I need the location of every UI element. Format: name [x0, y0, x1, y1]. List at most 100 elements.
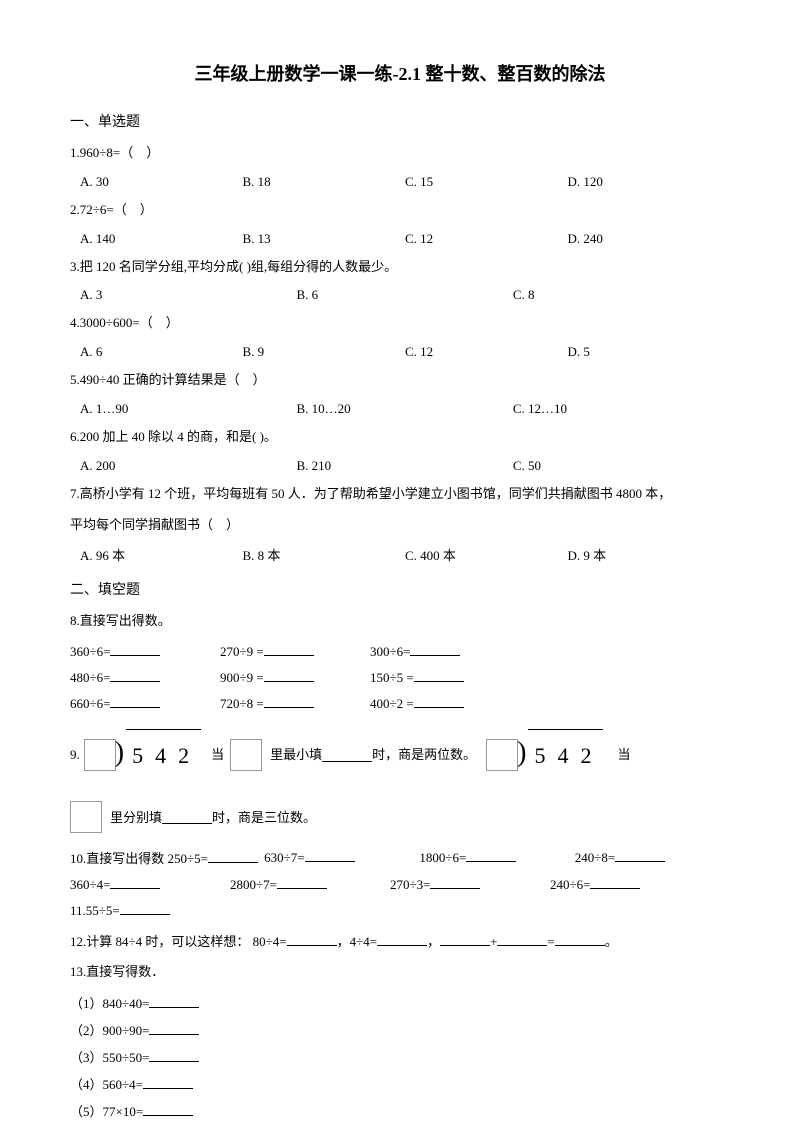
- q12-p4: +: [490, 934, 497, 949]
- q8-item: 660÷6=: [70, 694, 220, 712]
- q13-item-label: （1）840÷40=: [70, 996, 149, 1011]
- blank: [497, 932, 547, 946]
- q10-item-label: 240÷6=: [550, 877, 590, 892]
- q1-opt-a: A. 30: [80, 174, 243, 190]
- q8-item-label: 400÷2 =: [370, 696, 414, 711]
- blank: [264, 694, 314, 708]
- blank: [110, 668, 160, 682]
- q8-item-label: 360÷6=: [70, 644, 110, 659]
- q4-opt-c: C. 12: [405, 344, 568, 360]
- q2-text: 2.72÷6=（ ）: [70, 200, 730, 221]
- q10-row2: 360÷4= 2800÷7= 270÷3= 240÷6=: [70, 875, 730, 893]
- q2-opt-c: C. 12: [405, 231, 568, 247]
- q9-line1: 9. ) 542 当 里最小填 时，商是两位数。 ) 542 当: [70, 724, 730, 786]
- q10-item-label: 270÷3=: [390, 877, 430, 892]
- q10-item: 270÷3=: [390, 875, 550, 893]
- blank: [440, 932, 490, 946]
- blank: [414, 694, 464, 708]
- q9-mid1: 当: [211, 741, 224, 770]
- blank: [277, 875, 327, 889]
- q10-item-label: 2800÷7=: [230, 877, 277, 892]
- q2-opt-b: B. 13: [243, 231, 406, 247]
- q1-options: A. 30 B. 18 C. 15 D. 120: [70, 174, 730, 190]
- q13-item: （4）560÷4=: [70, 1074, 730, 1093]
- q7-opt-b: B. 8 本: [243, 545, 406, 564]
- q6-opt-c: C. 50: [513, 458, 729, 474]
- blank: [143, 1075, 193, 1089]
- q8-item: 300÷6=: [370, 642, 520, 660]
- q3-opt-b: B. 6: [296, 287, 512, 303]
- blank: [149, 994, 199, 1008]
- q5-options: A. 1…90 B. 10…20 C. 12…10: [70, 401, 730, 417]
- blank: [287, 932, 337, 946]
- q4-options: A. 6 B. 9 C. 12 D. 5: [70, 344, 730, 360]
- q8-item: 270÷9 =: [220, 642, 370, 660]
- q13-item: （2）900÷90=: [70, 1020, 730, 1039]
- q12: 12.计算 84÷4 时，可以这样想： 80÷4=，4÷4=，+=。: [70, 932, 730, 953]
- q2-options: A. 140 B. 13 C. 12 D. 240: [70, 231, 730, 247]
- blank: [466, 848, 516, 862]
- division-expr: ) 542: [84, 724, 201, 786]
- q10-item-label: 240÷8=: [575, 850, 615, 865]
- q2-opt-d: D. 240: [568, 231, 731, 247]
- q7-text1: 7.高桥小学有 12 个班，平均每班有 50 人．为了帮助希望小学建立小图书馆，…: [70, 484, 730, 505]
- q10-item-label: 360÷4=: [70, 877, 110, 892]
- q11: 11.55÷5=: [70, 901, 730, 922]
- blank: [110, 642, 160, 656]
- blank: [149, 1021, 199, 1035]
- q8-item-label: 150÷5 =: [370, 670, 414, 685]
- q13-item-label: （4）560÷4=: [70, 1077, 143, 1092]
- blank: [377, 932, 427, 946]
- blank: [264, 668, 314, 682]
- q9-mid3: 时，商是两位数。: [372, 741, 476, 770]
- q8-text: 8.直接写出得数。: [70, 611, 730, 632]
- q9-mid5: 里分别填: [110, 807, 162, 826]
- q1-text: 1.960÷8=（ ）: [70, 143, 730, 164]
- q12-p3: ，: [427, 934, 440, 949]
- q13-text: 13.直接写得数．: [70, 962, 730, 983]
- q3-options: A. 3 B. 6 C. 8: [70, 287, 730, 303]
- blank: [162, 810, 212, 824]
- q7-opt-a: A. 96 本: [80, 545, 243, 564]
- q6-text: 6.200 加上 40 除以 4 的商，和是( )。: [70, 427, 730, 448]
- blank: [410, 642, 460, 656]
- blank: [264, 642, 314, 656]
- blank: [590, 875, 640, 889]
- blank: [120, 901, 170, 915]
- q1-opt-c: C. 15: [405, 174, 568, 190]
- blank: [414, 668, 464, 682]
- divisor-box: [486, 739, 518, 771]
- q6-opt-b: B. 210: [296, 458, 512, 474]
- q12-p2: ，4÷4=: [337, 934, 377, 949]
- q8-item-label: 720÷8 =: [220, 696, 264, 711]
- q10-item: 1800÷6=: [419, 848, 574, 867]
- q8-item-label: 900÷9 =: [220, 670, 264, 685]
- q13-item: （1）840÷40=: [70, 993, 730, 1012]
- q9-mid4: 当: [617, 741, 630, 770]
- divisor-box: [70, 801, 102, 833]
- q10-item-label: 250÷5=: [168, 851, 208, 866]
- blank: [143, 1102, 193, 1116]
- q5-text: 5.490÷40 正确的计算结果是（ ）: [70, 370, 730, 391]
- q9-mid6: 时，商是三位数。: [212, 807, 316, 826]
- q8-item: 900÷9 =: [220, 668, 370, 686]
- q7-text2: 平均每个同学捐献图书（ ）: [70, 515, 730, 536]
- q13-item: （5）77×10=: [70, 1101, 730, 1120]
- q3-opt-c: C. 8: [513, 287, 729, 303]
- q8-item: 720÷8 =: [220, 694, 370, 712]
- blank: [322, 748, 372, 762]
- dividend: 542: [126, 729, 201, 780]
- q10-item-label: 1800÷6=: [419, 850, 466, 865]
- q8-item: 400÷2 =: [370, 694, 520, 712]
- q10-item: 2800÷7=: [230, 875, 390, 893]
- q13-item-label: （5）77×10=: [70, 1104, 143, 1119]
- divisor-box: [84, 739, 116, 771]
- blank: [555, 932, 605, 946]
- blank: [110, 694, 160, 708]
- q5-opt-b: B. 10…20: [296, 401, 512, 417]
- q6-opt-a: A. 200: [80, 458, 296, 474]
- section1-header: 一、单选题: [70, 111, 730, 131]
- division-paren-icon: ): [115, 722, 124, 784]
- q5-opt-c: C. 12…10: [513, 401, 729, 417]
- division-expr: ) 542: [486, 724, 603, 786]
